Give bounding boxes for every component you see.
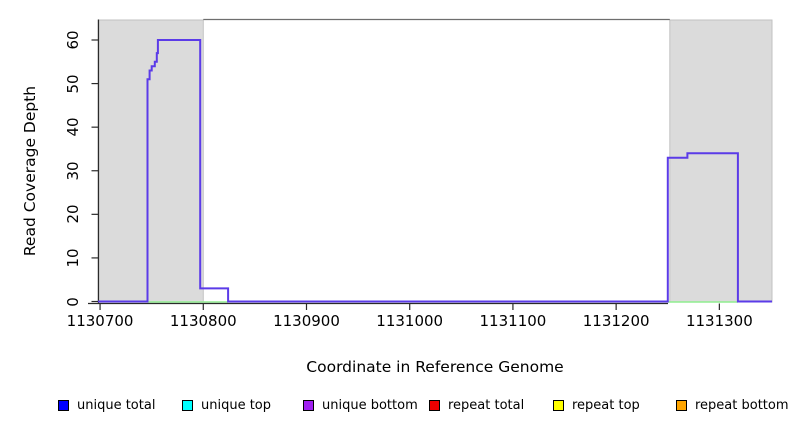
legend-swatch-repeat-total <box>429 400 440 411</box>
legend-swatch-repeat-top <box>553 400 564 411</box>
legend-item: unique bottom <box>303 399 418 412</box>
legend-item: unique total <box>58 399 155 412</box>
x-tick-label: 1130800 <box>169 312 237 330</box>
legend-label: unique bottom <box>322 398 418 413</box>
y-tick-label: 30 <box>64 161 82 181</box>
y-tick-label: 50 <box>64 74 82 94</box>
y-tick-label: 20 <box>64 204 82 224</box>
legend-swatch-repeat-bottom <box>676 400 687 411</box>
legend-item: repeat top <box>553 399 640 412</box>
legend-label: repeat bottom <box>695 398 789 413</box>
y-tick-label: 60 <box>64 30 82 50</box>
legend-label: unique total <box>77 398 156 413</box>
legend: unique total unique top unique bottom repea… <box>0 0 792 412</box>
legend-label: repeat top <box>572 398 640 413</box>
shaded-region <box>97 19 204 303</box>
legend-label: unique top <box>201 398 272 413</box>
y-tick-label: 40 <box>64 117 82 137</box>
x-axis-title: Coordinate in Reference Genome <box>306 358 564 376</box>
x-tick-label: 1131200 <box>582 312 650 330</box>
y-axis-title: Read Coverage Depth <box>21 85 39 257</box>
legend-item: repeat bottom <box>676 399 789 412</box>
x-tick-label: 1131000 <box>376 312 444 330</box>
x-tick-label: 1131100 <box>479 312 547 330</box>
legend-item: unique top <box>182 399 271 412</box>
legend-label: repeat total <box>448 398 525 413</box>
y-tick-label: 10 <box>64 248 82 268</box>
x-tick-label: 1130900 <box>273 312 340 330</box>
legend-swatch-unique-bottom <box>303 400 314 411</box>
coverage-line <box>98 39 772 303</box>
legend-item: repeat total <box>429 399 524 412</box>
shaded-region <box>669 19 773 303</box>
legend-swatch-unique-top <box>182 400 193 411</box>
x-tick-label: 1131300 <box>685 312 753 330</box>
x-tick-label: 1130700 <box>66 312 134 330</box>
y-tick-label: 0 <box>64 296 82 307</box>
legend-swatch-unique-total <box>58 400 69 411</box>
